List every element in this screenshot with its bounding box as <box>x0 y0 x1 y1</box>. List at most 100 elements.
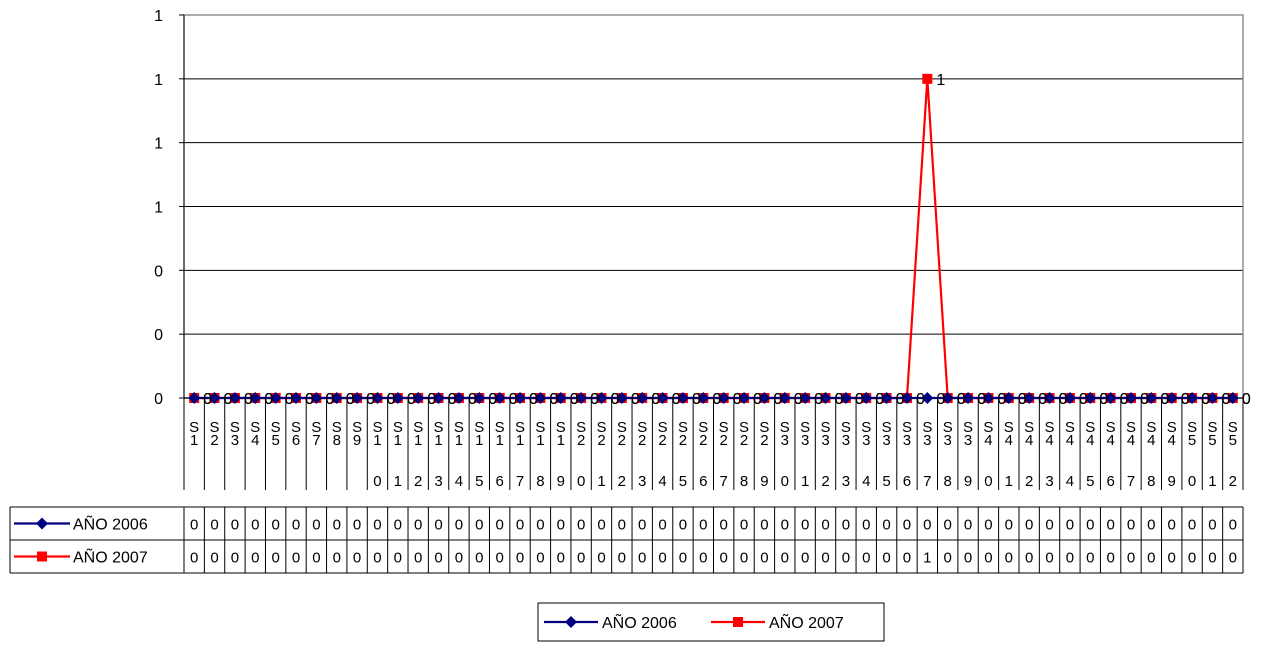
table-cell-value: 0 <box>1086 550 1094 567</box>
category-label-digit: 3 <box>821 432 829 449</box>
category-label-digit: 0 <box>373 473 381 490</box>
table-cell-value: 0 <box>434 550 442 567</box>
category-label-digit: 9 <box>760 473 768 490</box>
category-label-digit: 5 <box>1188 432 1196 449</box>
data-point <box>676 392 689 404</box>
data-point <box>1226 392 1239 404</box>
table-cell-value: 0 <box>495 550 503 567</box>
category-label-prefix: S <box>454 419 464 436</box>
category-label-digit: 5 <box>475 473 483 490</box>
data-label: 0 <box>346 391 355 408</box>
category-label-digit: 2 <box>1025 473 1033 490</box>
data-label: 0 <box>1059 391 1068 408</box>
table-cell-value: 0 <box>271 550 279 567</box>
category-label-prefix: S <box>841 419 851 436</box>
data-point <box>330 392 343 404</box>
data-label: 0 <box>1181 391 1190 408</box>
data-point <box>819 392 832 404</box>
table-cell-value: 0 <box>1106 550 1114 567</box>
data-point <box>595 392 608 404</box>
category-label-digit: 6 <box>699 473 707 490</box>
category-label-digit: 3 <box>842 432 850 449</box>
data-label: 0 <box>1038 391 1047 408</box>
data-label: 0 <box>936 391 945 408</box>
data-point <box>860 392 873 404</box>
table-cell-value: 0 <box>333 517 341 534</box>
y-tick-label: 0 <box>154 391 163 408</box>
table-cell-value: 0 <box>1127 550 1135 567</box>
table-legend-key-marker <box>37 551 47 562</box>
table-cell-value: 0 <box>231 517 239 534</box>
y-axis: 0 0 0 1 1 1 1 <box>154 8 185 408</box>
table-cell-value: 0 <box>353 517 361 534</box>
data-point <box>228 392 241 404</box>
table-cell-value: 0 <box>577 517 585 534</box>
category-label-digit: 4 <box>1147 432 1155 449</box>
table-cell-value: 0 <box>638 550 646 567</box>
category-label-digit: 4 <box>1127 432 1135 449</box>
table-cell-value: 0 <box>455 517 463 534</box>
data-label: 0 <box>468 391 477 408</box>
data-label: 0 <box>773 391 782 408</box>
category-label-prefix: S <box>678 419 688 436</box>
data-label: 0 <box>224 391 233 408</box>
data-label: 0 <box>488 391 497 408</box>
category-label-prefix: S <box>1167 419 1177 436</box>
data-label: 0 <box>203 391 212 408</box>
data-label: 0 <box>346 391 355 408</box>
table-cell-value: 0 <box>516 517 524 534</box>
table-cell-value: 0 <box>190 550 198 567</box>
y-tick-label: 1 <box>154 200 163 217</box>
table-cell-value: 0 <box>1045 550 1053 567</box>
table-cell-value: 0 <box>231 550 239 567</box>
category-label-prefix: S <box>332 419 342 436</box>
data-label: 0 <box>590 391 599 408</box>
data-point <box>1023 392 1036 404</box>
data-label: 0 <box>1079 391 1088 408</box>
data-point <box>554 392 567 404</box>
data-label: 0 <box>1059 391 1068 408</box>
category-label-digit: 2 <box>760 432 768 449</box>
category-label-digit: 3 <box>638 473 646 490</box>
table-cell-value: 0 <box>1188 517 1196 534</box>
table-cell-value: 0 <box>781 550 789 567</box>
table-cell-value: 0 <box>842 550 850 567</box>
table-cell-value: 0 <box>353 550 361 567</box>
data-label: 0 <box>855 391 864 408</box>
data-label: 0 <box>244 391 253 408</box>
table-cell-value: 0 <box>862 550 870 567</box>
category-label-prefix: S <box>759 419 769 436</box>
data-label: 0 <box>549 391 558 408</box>
y-tick-label: 0 <box>154 327 163 344</box>
category-label-prefix: S <box>1126 419 1136 436</box>
category-label-digit: 3 <box>434 473 442 490</box>
data-label: 0 <box>407 391 416 408</box>
data-point <box>921 392 934 404</box>
table-cell-value: 0 <box>557 550 565 567</box>
category-label-digit: 3 <box>1045 473 1053 490</box>
table-cell-value: 0 <box>373 517 381 534</box>
data-point <box>290 392 303 404</box>
table-cell-value: 0 <box>333 550 341 567</box>
data-label: 0 <box>997 391 1006 408</box>
category-label-prefix: S <box>922 419 932 436</box>
data-label: 0 <box>957 391 966 408</box>
data-label: 0 <box>224 391 233 408</box>
table-cell-value: 0 <box>1066 550 1074 567</box>
table-cell-value: 0 <box>1208 550 1216 567</box>
data-label: 0 <box>977 391 986 408</box>
category-label-digit: 1 <box>495 432 503 449</box>
category-label-digit: 3 <box>944 432 952 449</box>
table-cell-value: 0 <box>414 517 422 534</box>
table-cell-value: 0 <box>1208 517 1216 534</box>
category-label-digit: 1 <box>557 432 565 449</box>
table-cell-value: 0 <box>394 550 402 567</box>
table-cell-value: 0 <box>536 550 544 567</box>
table-cell-value: 0 <box>1168 517 1176 534</box>
category-label-digit: 4 <box>1106 432 1114 449</box>
data-label: 0 <box>835 391 844 408</box>
category-label-prefix: S <box>1024 419 1034 436</box>
category-label-digit: 2 <box>720 432 728 449</box>
table-cell-value: 0 <box>903 550 911 567</box>
data-label: 0 <box>488 391 497 408</box>
